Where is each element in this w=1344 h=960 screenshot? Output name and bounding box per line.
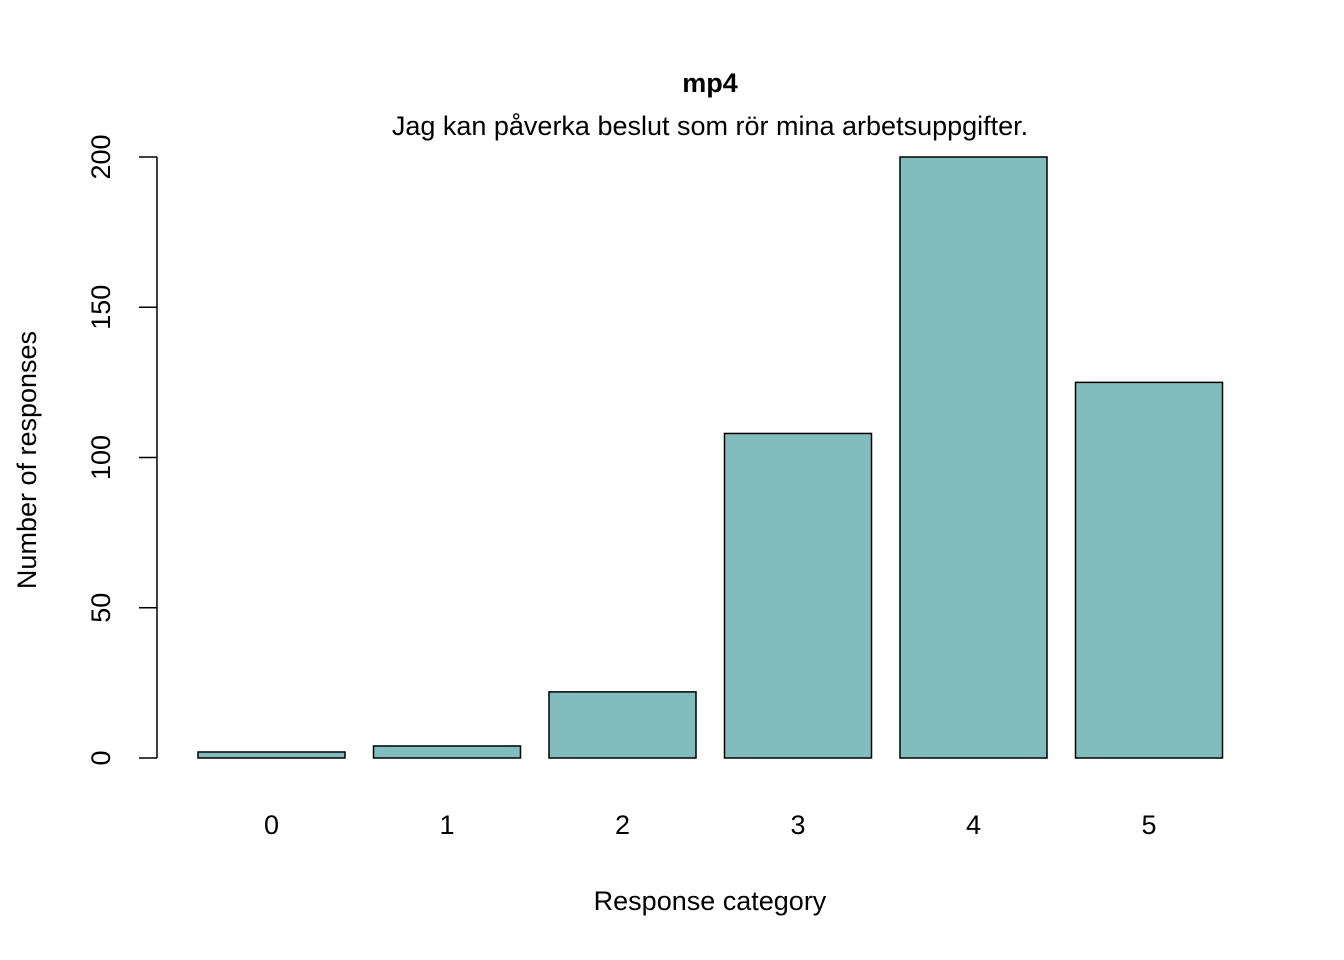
x-tick-labels: 0 1 2 3 4 5 xyxy=(264,810,1157,840)
y-axis-label: Number of responses xyxy=(12,331,42,589)
x-tick-label: 5 xyxy=(1141,810,1156,840)
x-tick-label: 3 xyxy=(790,810,805,840)
y-axis: 0 50 100 150 200 xyxy=(86,134,158,766)
bar-2 xyxy=(548,691,697,759)
y-tick-label: 150 xyxy=(86,285,116,330)
x-axis-label: Response category xyxy=(594,886,827,916)
y-tick-label: 200 xyxy=(86,134,116,179)
chart-subtitle: Jag kan påverka beslut som rör mina arbe… xyxy=(392,111,1028,141)
chart-title: mp4 xyxy=(682,68,738,98)
x-tick-label: 4 xyxy=(966,810,981,840)
bars-group xyxy=(197,156,1224,759)
y-tick-label: 100 xyxy=(86,435,116,480)
bar-5 xyxy=(1074,381,1224,759)
y-tick-label: 50 xyxy=(86,593,116,623)
x-tick-label: 1 xyxy=(439,810,454,840)
y-tick-label: 0 xyxy=(86,750,116,765)
bar-4 xyxy=(899,156,1048,759)
bar-3 xyxy=(723,432,873,759)
x-tick-label: 2 xyxy=(615,810,630,840)
bar-0 xyxy=(197,751,346,759)
bar-1 xyxy=(372,745,522,759)
x-tick-label: 0 xyxy=(264,810,279,840)
